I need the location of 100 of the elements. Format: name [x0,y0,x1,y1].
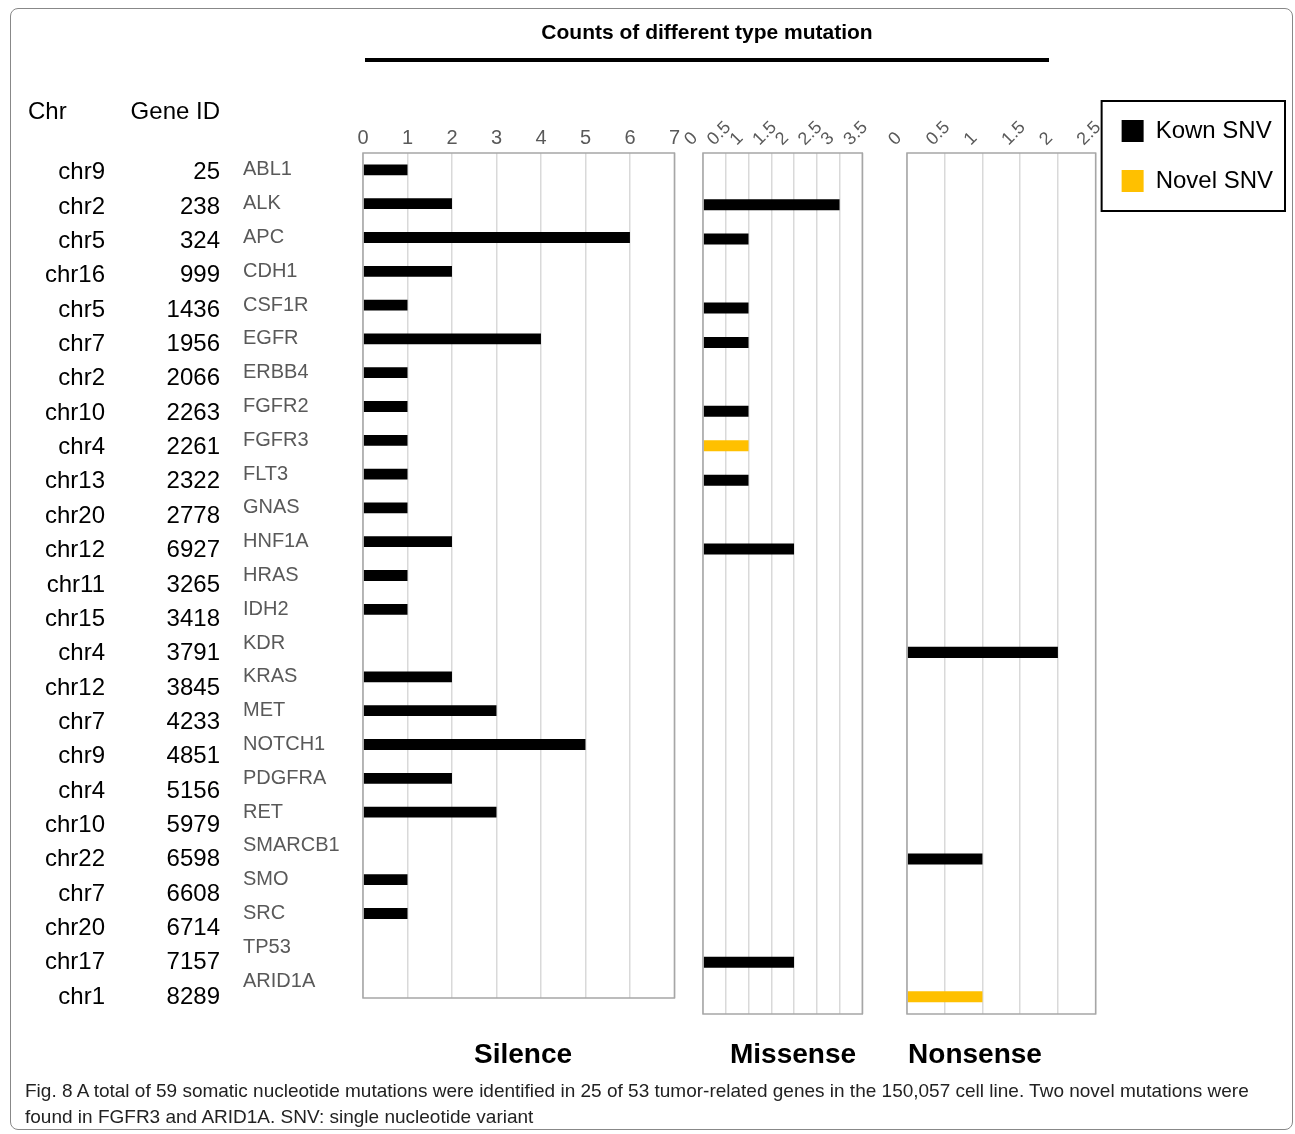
x-tick-label: 2 [1034,127,1057,149]
x-tick-label: 0 [357,125,369,148]
text: 5979 [166,810,220,839]
text: chr2 [58,363,105,392]
x-axis-title: Nonsense [907,1038,1043,1070]
text: chr15 [44,603,105,632]
text: Chr [28,97,67,125]
text: 324 [179,225,220,254]
bar [363,570,408,581]
bar [363,772,452,784]
text: 8289 [166,981,220,1010]
bar [363,198,452,210]
y-tick-label: FLT3 [243,461,289,484]
text: chr2 [58,191,105,220]
x-axis-title: Missense [728,1038,858,1070]
bar [363,705,497,717]
text: chr9 [58,741,105,770]
caption: Fig. 8 A total of 59 somatic nucleotide mutations were identified in 25 of 53 tumor-related genes in the 150,057 cell line. Two novel mutations were found in FGFR3 and ARID1A. SNV: single nucleotide variant [25,1079,1250,1129]
text: 4851 [166,741,220,770]
bar [363,299,408,311]
text: 2261 [166,432,220,461]
text: 2778 [166,500,220,529]
text: chr1 [58,981,105,1010]
text: 5156 [166,775,220,804]
y-tick-label: HNF1A [243,529,310,552]
text: Counts of different type mutation [365,20,1049,62]
text: 999 [179,260,220,289]
y-tick-label: IDH2 [243,596,289,619]
text: chr20 [44,913,105,942]
y-tick-label: GNAS [243,495,300,518]
text: 2066 [166,363,220,392]
y-tick-label: SMARCB1 [243,833,340,856]
text: chr12 [44,672,105,701]
text: chr7 [58,706,105,735]
x-tick-label: 1.5 [997,116,1029,149]
text: 6608 [166,878,220,907]
bar [363,806,497,818]
y-tick-label: KRAS [243,664,298,687]
text: 1436 [166,294,220,323]
x-tick-label: 1 [401,125,414,148]
text: 3418 [166,603,220,632]
text: chr5 [58,294,105,323]
text: 3845 [166,672,220,701]
x-tick-label: 3.5 [839,116,872,149]
x-tick-label: 0.5 [921,116,954,149]
x-tick-label: 5 [579,125,592,148]
x-tick-label: 7 [668,125,680,148]
bar [363,739,586,750]
text: chr11 [46,569,105,598]
x-tick-label: 6 [624,125,636,148]
bar [363,603,408,615]
text: chr13 [44,466,105,495]
y-tick-label: TP53 [243,934,291,957]
text: chr5 [58,225,105,254]
text: chr4 [58,775,105,804]
x-tick-label: 2 [446,125,458,148]
x-tick-label: 4 [535,125,547,148]
text: 6714 [166,913,220,942]
bar [363,536,452,548]
text: 2263 [166,397,220,426]
x-axis-title: Silence [472,1038,574,1070]
y-tick-label: SRC [243,901,286,924]
legend-label: Kown SNV [1155,115,1272,143]
bar [363,468,408,480]
y-tick-label: RET [243,799,283,822]
y-tick-label: KDR [243,630,286,653]
bar [363,333,541,345]
y-tick-label: ABL1 [243,157,292,180]
bar [363,164,408,176]
bar [363,502,408,514]
y-tick-label: MET [243,698,286,721]
text: 1956 [166,328,220,357]
y-tick-label: EGFR [243,326,299,349]
bar [363,908,408,919]
text: 7157 [166,947,220,976]
text: 25 [193,157,220,186]
y-tick-label: NOTCH1 [243,732,326,755]
legend-label: Novel SNV [1155,165,1273,193]
text: chr22 [44,844,105,873]
x-tick-label: 2.5 [1072,116,1105,149]
text: chr4 [58,432,105,461]
bar [363,874,408,886]
text: 238 [179,191,220,220]
bar [363,265,452,277]
y-tick-label: FGFR2 [243,394,309,417]
y-tick-label: SMO [243,867,289,890]
text: chr7 [58,328,105,357]
y-tick-label: ARID1A [243,968,316,991]
text: 3265 [166,569,220,598]
text: 6598 [166,844,220,873]
y-tick-label: CDH1 [243,258,298,281]
text: chr17 [44,947,105,976]
bar [363,434,408,446]
text: Gene ID [130,97,220,125]
text: chr20 [44,500,105,529]
y-tick-label: APC [243,225,285,248]
x-tick-label: 0 [679,127,702,149]
x-tick-label: 3 [490,125,503,148]
y-tick-label: CSF1R [243,292,309,315]
y-tick-label: ERBB4 [243,360,309,383]
